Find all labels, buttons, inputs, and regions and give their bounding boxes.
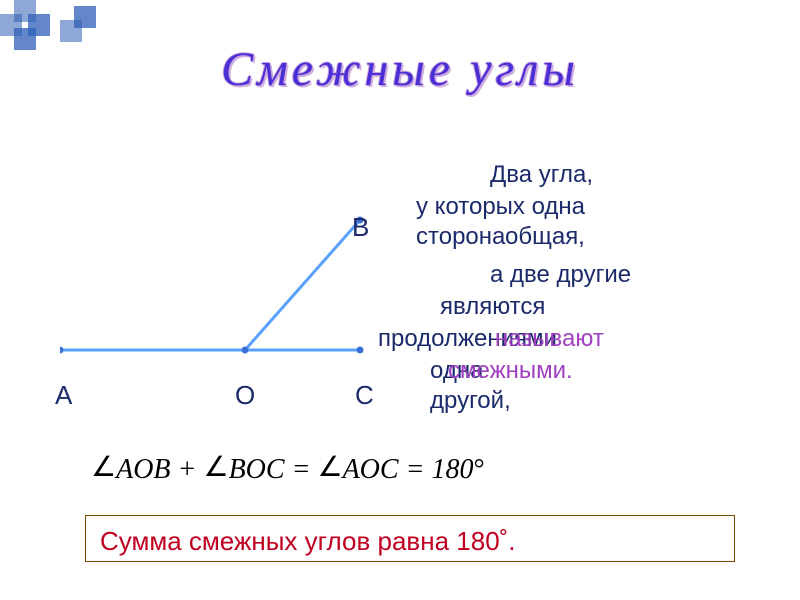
def-line4: являются — [440, 292, 545, 322]
def-line3: а две другие — [490, 260, 631, 290]
point-label-O: O — [235, 380, 255, 411]
def-line5a: продолженияминазывают — [378, 324, 604, 354]
def-line1: Два угла, — [490, 160, 593, 190]
def-line2a: у которых одна — [416, 192, 585, 222]
angle-sum-formula: ∠AOB + ∠BOC = ∠AOC = 180° — [85, 450, 491, 488]
decor-square — [74, 6, 96, 28]
point-label-A: A — [55, 380, 72, 411]
point-label-C: C — [355, 380, 374, 411]
point-label-B: B — [352, 212, 369, 243]
page-title: Смежные углы — [0, 42, 800, 97]
def-line2c: общая, — [505, 222, 585, 252]
def-line6b-purple: смежными. — [448, 356, 573, 386]
def-line5b-purple: называют — [495, 325, 604, 352]
theorem-box: Сумма смежных углов равна 180˚. — [85, 515, 735, 562]
theorem-text: Сумма смежных углов равна 180˚. — [100, 526, 516, 556]
def-line2b: сторона — [416, 222, 505, 252]
